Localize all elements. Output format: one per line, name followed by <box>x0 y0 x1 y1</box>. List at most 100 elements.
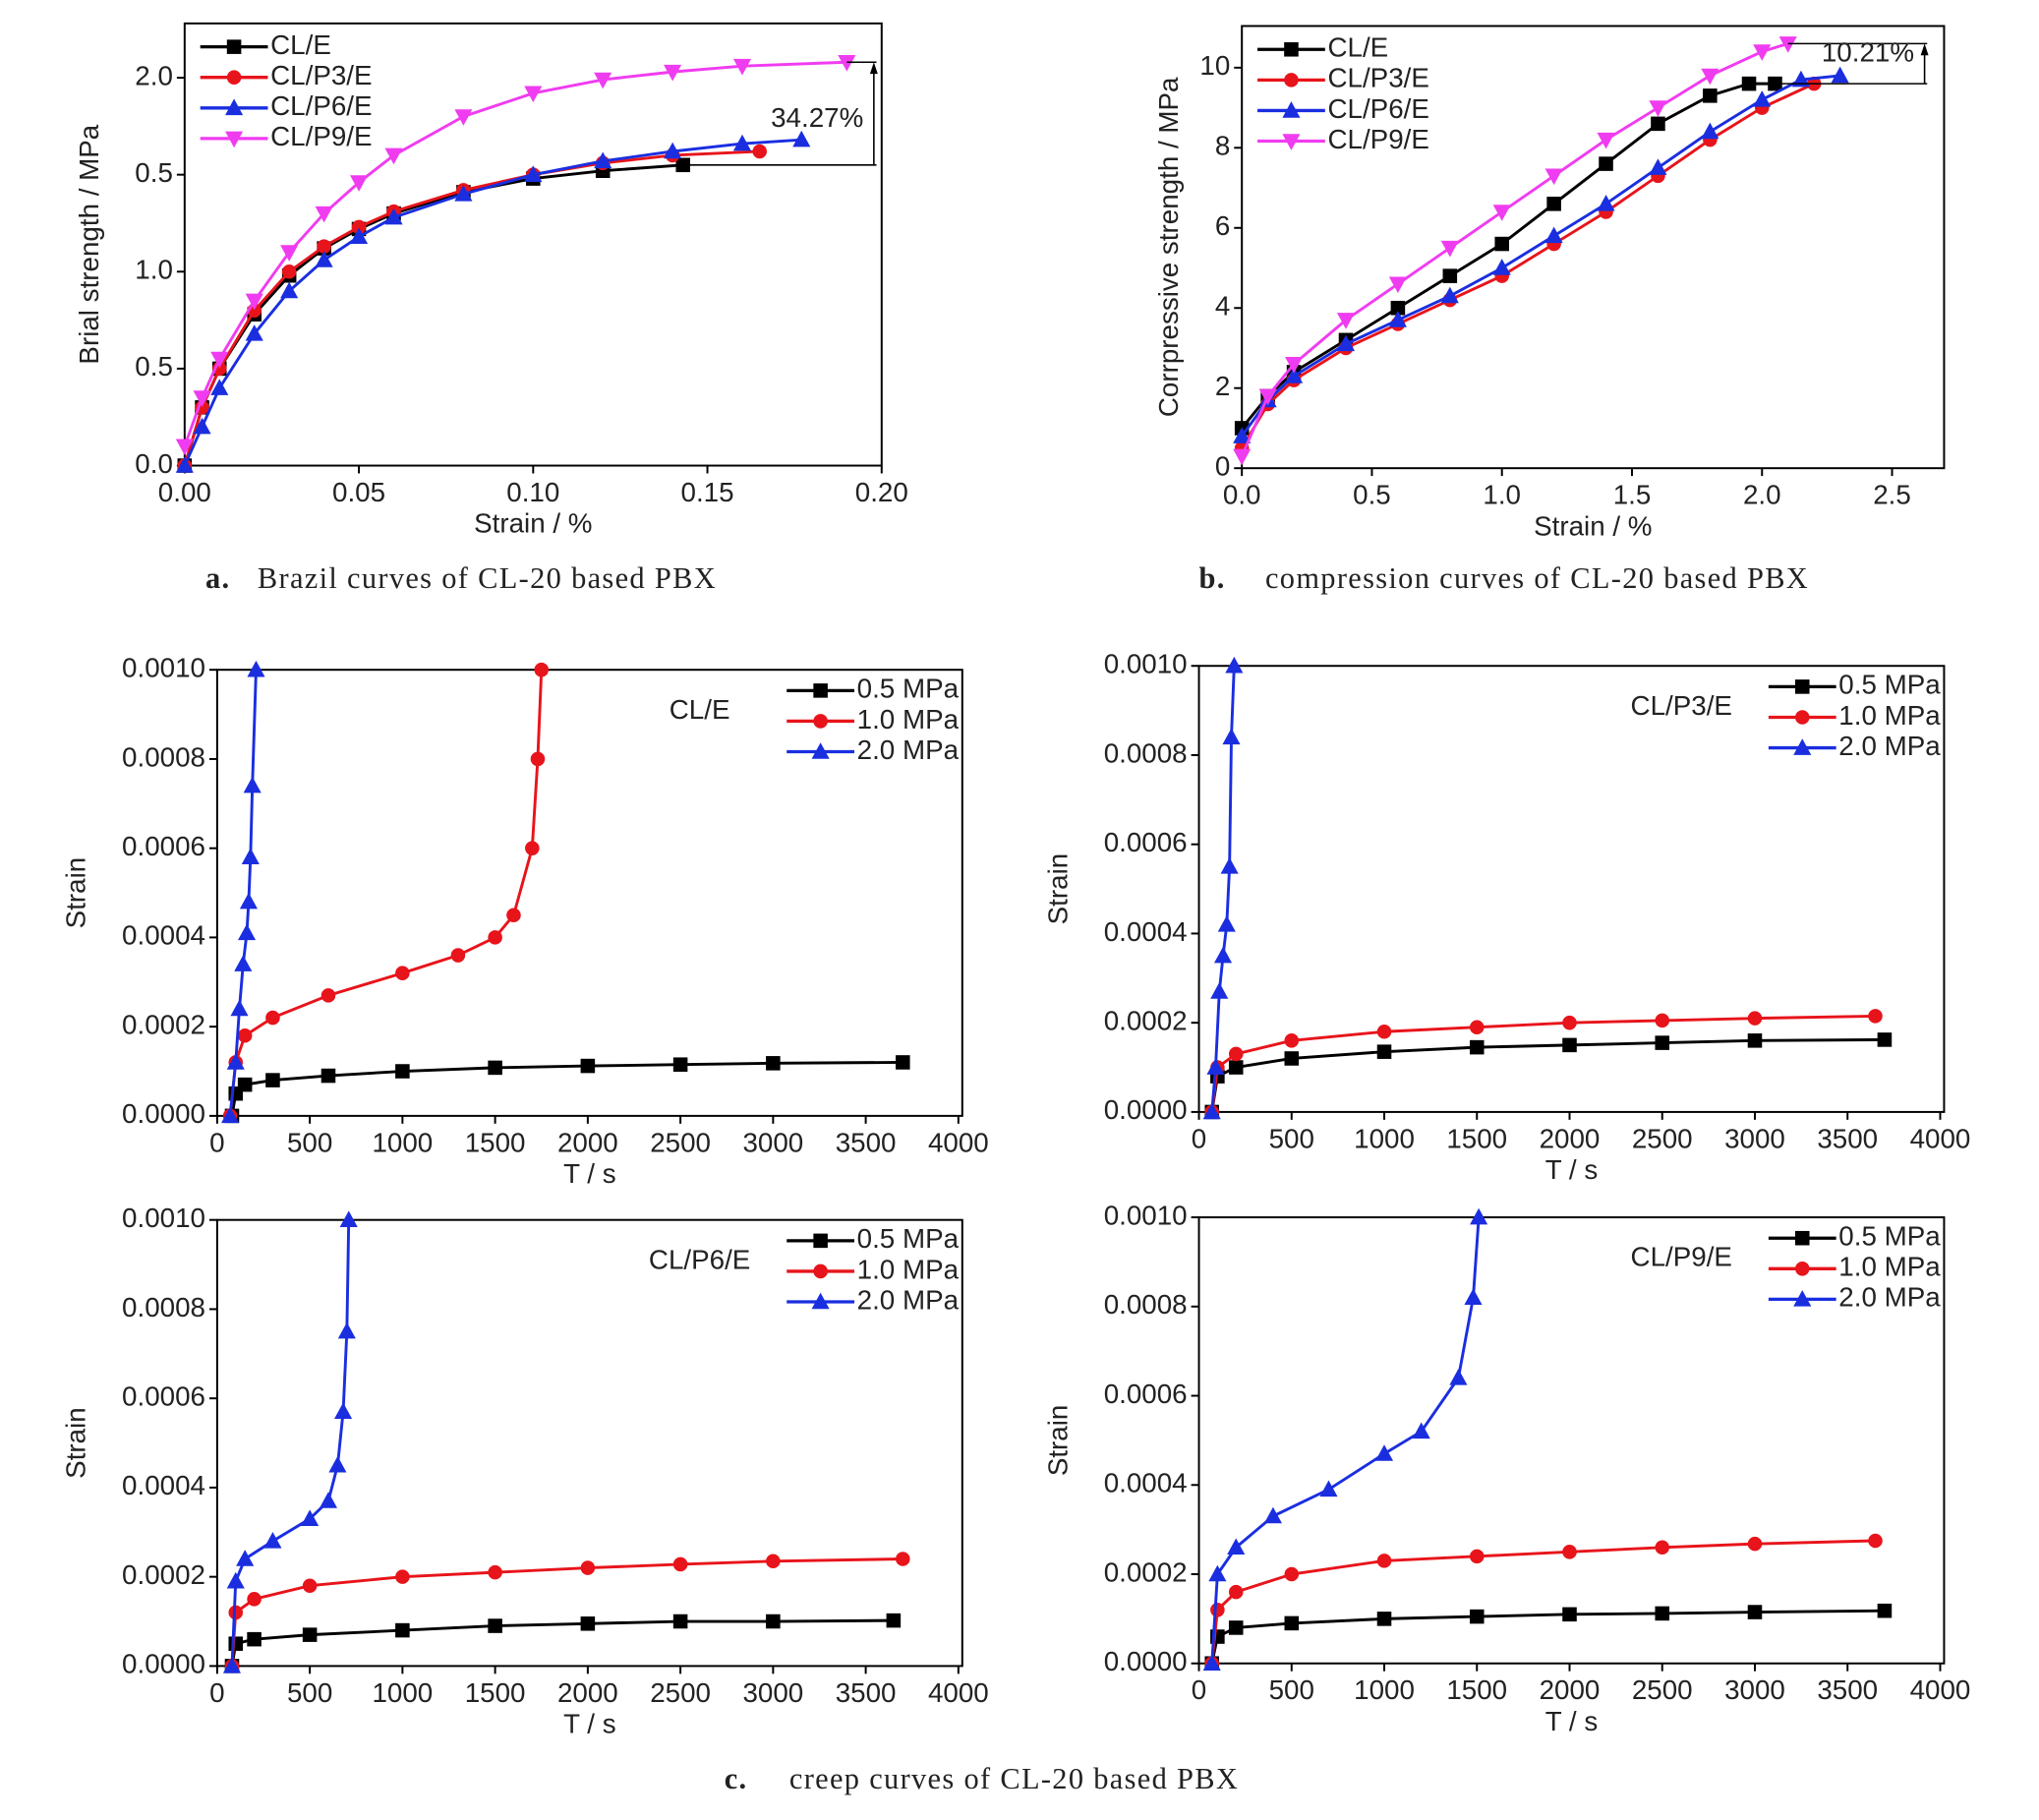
plot-frame <box>1197 1216 1946 1665</box>
data-point <box>237 1077 253 1092</box>
data-point <box>454 109 473 126</box>
x-tick-label: 2000 <box>1540 1123 1601 1153</box>
legend-label: 0.5 MPa <box>1838 1221 1941 1252</box>
data-point <box>1284 1051 1300 1066</box>
data-point <box>320 1068 336 1084</box>
data-point <box>1217 915 1236 932</box>
data-point <box>1747 1011 1763 1026</box>
annotation-arrowhead <box>1920 43 1929 56</box>
data-point <box>672 1556 688 1572</box>
y-tick-label: 0.0008 <box>1104 737 1188 768</box>
y-tick-label: 0.0010 <box>122 1203 205 1233</box>
plot-frame <box>1241 25 1946 470</box>
x-tick-label: 1500 <box>1446 1674 1507 1705</box>
caption-label: b. <box>1199 561 1226 595</box>
data-point <box>1562 1607 1577 1622</box>
legend-marker <box>1793 738 1812 755</box>
data-point <box>395 1064 410 1079</box>
data-point <box>1546 197 1561 211</box>
x-axis-label: Strain / % <box>474 508 592 539</box>
x-tick-label: 1.5 <box>1613 480 1652 510</box>
data-point <box>1233 427 1252 443</box>
data-point <box>1562 1545 1577 1559</box>
y-tick-label: 0.0002 <box>122 1009 205 1039</box>
data-point <box>1597 195 1615 211</box>
data-point <box>1469 1039 1485 1055</box>
legend-marker <box>225 98 244 116</box>
data-point <box>1388 276 1407 294</box>
data-point <box>234 955 253 971</box>
legend-marker <box>1282 101 1301 118</box>
x-tick-label: 0 <box>209 1677 224 1708</box>
series-line <box>228 670 544 1117</box>
caption-text: compression curves of CL-20 based PBX <box>1265 561 1809 595</box>
series-line <box>1210 1216 1481 1664</box>
data-point <box>1440 286 1459 304</box>
data-point <box>1492 259 1511 275</box>
data-point <box>792 130 811 147</box>
y-tick-label: 0.0010 <box>1104 649 1188 679</box>
y-tick-label: 0.0000 <box>1104 1094 1188 1125</box>
data-point <box>1388 311 1407 327</box>
data-point <box>1469 1609 1485 1624</box>
data-point <box>236 1550 255 1566</box>
legend-label: 1.0 MPa <box>1838 1252 1941 1282</box>
series-line <box>230 1618 894 1667</box>
data-point <box>1747 1536 1763 1552</box>
data-point <box>280 245 299 262</box>
annotation: 34.27% <box>771 102 863 133</box>
data-point <box>1208 1564 1227 1582</box>
x-axis-label: T / s <box>1545 1154 1598 1185</box>
y-tick-label: 1.0 <box>135 255 173 285</box>
data-point <box>1206 1058 1225 1075</box>
x-tick-label: 3500 <box>1817 1674 1878 1705</box>
data-point <box>263 1532 282 1549</box>
annotation: CL/P6/E <box>649 1244 750 1274</box>
plot-frame <box>215 669 963 1117</box>
y-tick-label: 6 <box>1215 210 1230 241</box>
legend-marker <box>1284 41 1299 57</box>
plot-frame <box>1197 665 1946 1113</box>
data-point <box>1228 1620 1244 1635</box>
y-tick-label: 2.0 <box>135 60 173 90</box>
y-axis-label: Corrpressive strength / MPa <box>1153 77 1184 417</box>
legend-label: CL/P9/E <box>1327 124 1428 154</box>
x-tick-label: 1.0 <box>1483 480 1521 510</box>
data-point <box>1877 1032 1893 1047</box>
x-tick-label: 3000 <box>742 1127 803 1157</box>
y-axis-label: Strain <box>1042 1405 1073 1477</box>
data-point <box>1213 946 1233 964</box>
data-point <box>1449 1369 1468 1385</box>
caption-label: c. <box>725 1762 748 1795</box>
legend-label: 2.0 MPa <box>1838 1282 1941 1313</box>
data-point <box>1649 100 1667 117</box>
data-point <box>1469 1549 1485 1564</box>
data-point <box>896 1552 910 1566</box>
data-point <box>1703 88 1718 103</box>
data-point <box>525 841 540 855</box>
x-tick-label: 500 <box>287 1677 332 1708</box>
data-point <box>1319 1480 1338 1497</box>
x-tick-label: 0.20 <box>855 477 908 507</box>
y-axis-label: Strain <box>61 857 91 929</box>
data-point <box>281 264 297 279</box>
data-point <box>247 1592 262 1607</box>
data-point <box>1791 70 1810 88</box>
x-tick-label: 2000 <box>557 1677 618 1708</box>
legend-marker <box>813 683 828 698</box>
y-tick-label: 0 <box>1215 451 1230 482</box>
data-point <box>1227 1538 1246 1556</box>
y-tick-label: 0.0002 <box>1104 1556 1188 1587</box>
data-point <box>245 293 263 311</box>
x-tick-label: 1000 <box>372 1127 433 1157</box>
data-point <box>1469 1020 1485 1034</box>
caption-text: creep curves of CL-20 based PBX <box>789 1762 1239 1795</box>
x-tick-label: 3500 <box>1817 1123 1878 1153</box>
annotation: CL/P3/E <box>1631 690 1732 721</box>
data-point <box>488 1060 502 1076</box>
data-point <box>488 930 502 945</box>
data-point <box>524 165 543 182</box>
x-tick-label: 1500 <box>1446 1123 1507 1153</box>
series-line <box>1240 41 1789 457</box>
